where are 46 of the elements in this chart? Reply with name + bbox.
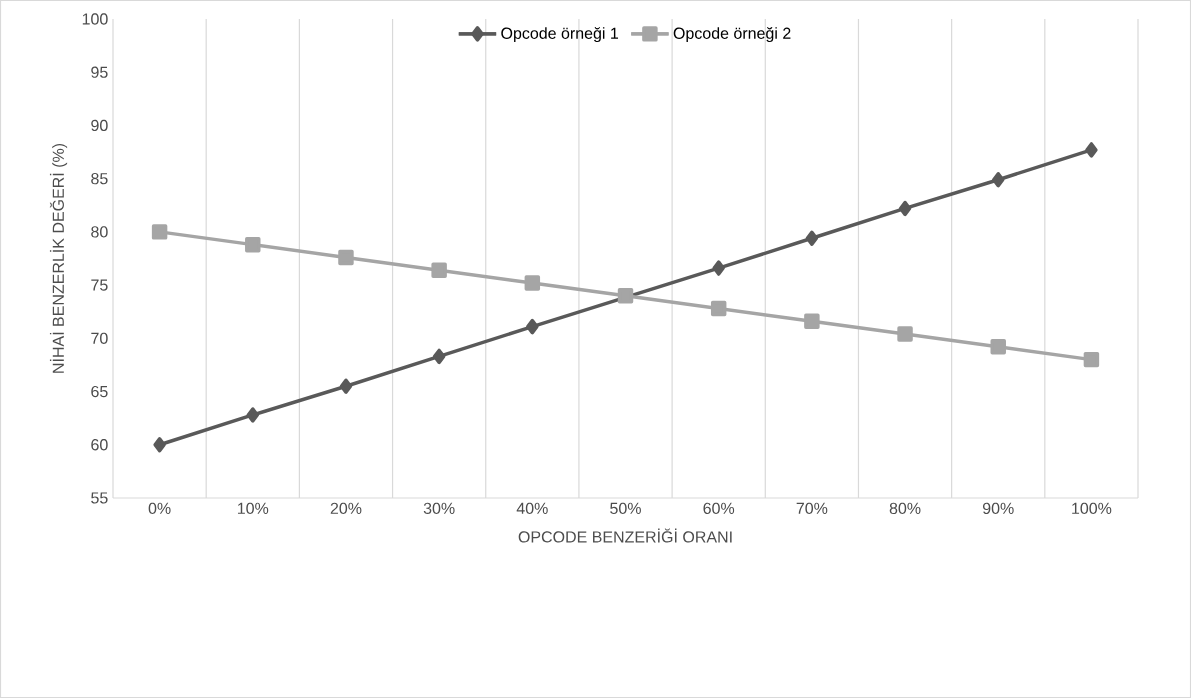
point <box>990 339 1006 355</box>
x-tick-label: 50% <box>610 502 641 515</box>
point <box>524 275 541 291</box>
x-tick-label: 20% <box>330 502 362 515</box>
point <box>805 230 819 246</box>
y-tick-label: 60 <box>91 439 108 451</box>
y-tick-label: 80 <box>91 226 108 238</box>
x-tick-label: 40% <box>516 502 548 515</box>
point <box>246 407 260 423</box>
y-tick-label: 55 <box>91 492 108 504</box>
point <box>153 437 166 453</box>
x-tick-label: 30% <box>423 502 455 515</box>
x-tick-label: 60% <box>703 502 735 515</box>
point <box>897 326 913 342</box>
point <box>712 260 725 276</box>
point <box>338 249 354 266</box>
point <box>991 171 1005 188</box>
x-tick-label: 10% <box>237 502 269 515</box>
x-tick-label: 100% <box>1072 502 1112 515</box>
y-tick-label: 90 <box>91 119 108 132</box>
y-tick-label: 100 <box>82 13 108 25</box>
x-tick-label: 80% <box>889 502 921 515</box>
point <box>804 313 820 330</box>
x-tick-label: 70% <box>796 502 828 515</box>
y-tick-label: 95 <box>91 66 108 78</box>
x-tick-label: 0% <box>148 502 171 515</box>
point <box>1085 142 1098 158</box>
point <box>431 262 447 278</box>
x-tick-label: 90% <box>982 502 1014 515</box>
point <box>432 348 446 365</box>
legend-label: Opcode örneği 1 <box>501 26 619 43</box>
point <box>617 288 634 304</box>
y-tick-label: 85 <box>91 173 108 185</box>
point <box>151 224 168 240</box>
y-tick-label: 65 <box>91 385 108 398</box>
point <box>898 200 912 217</box>
y-axis-title: NİHAİ BENZERLİK DEĞERİ (%) <box>49 143 68 373</box>
y-tick-label: 75 <box>91 279 108 291</box>
point <box>339 378 353 394</box>
y-tick-label: 70 <box>91 332 108 344</box>
point <box>1083 351 1100 368</box>
x-axis-title: OPCODE BENZERİĞİ ORANI <box>518 528 732 543</box>
point <box>245 236 261 253</box>
point <box>526 318 539 335</box>
legend-label: Opcode örneği 2 <box>673 26 791 43</box>
point <box>710 300 727 317</box>
